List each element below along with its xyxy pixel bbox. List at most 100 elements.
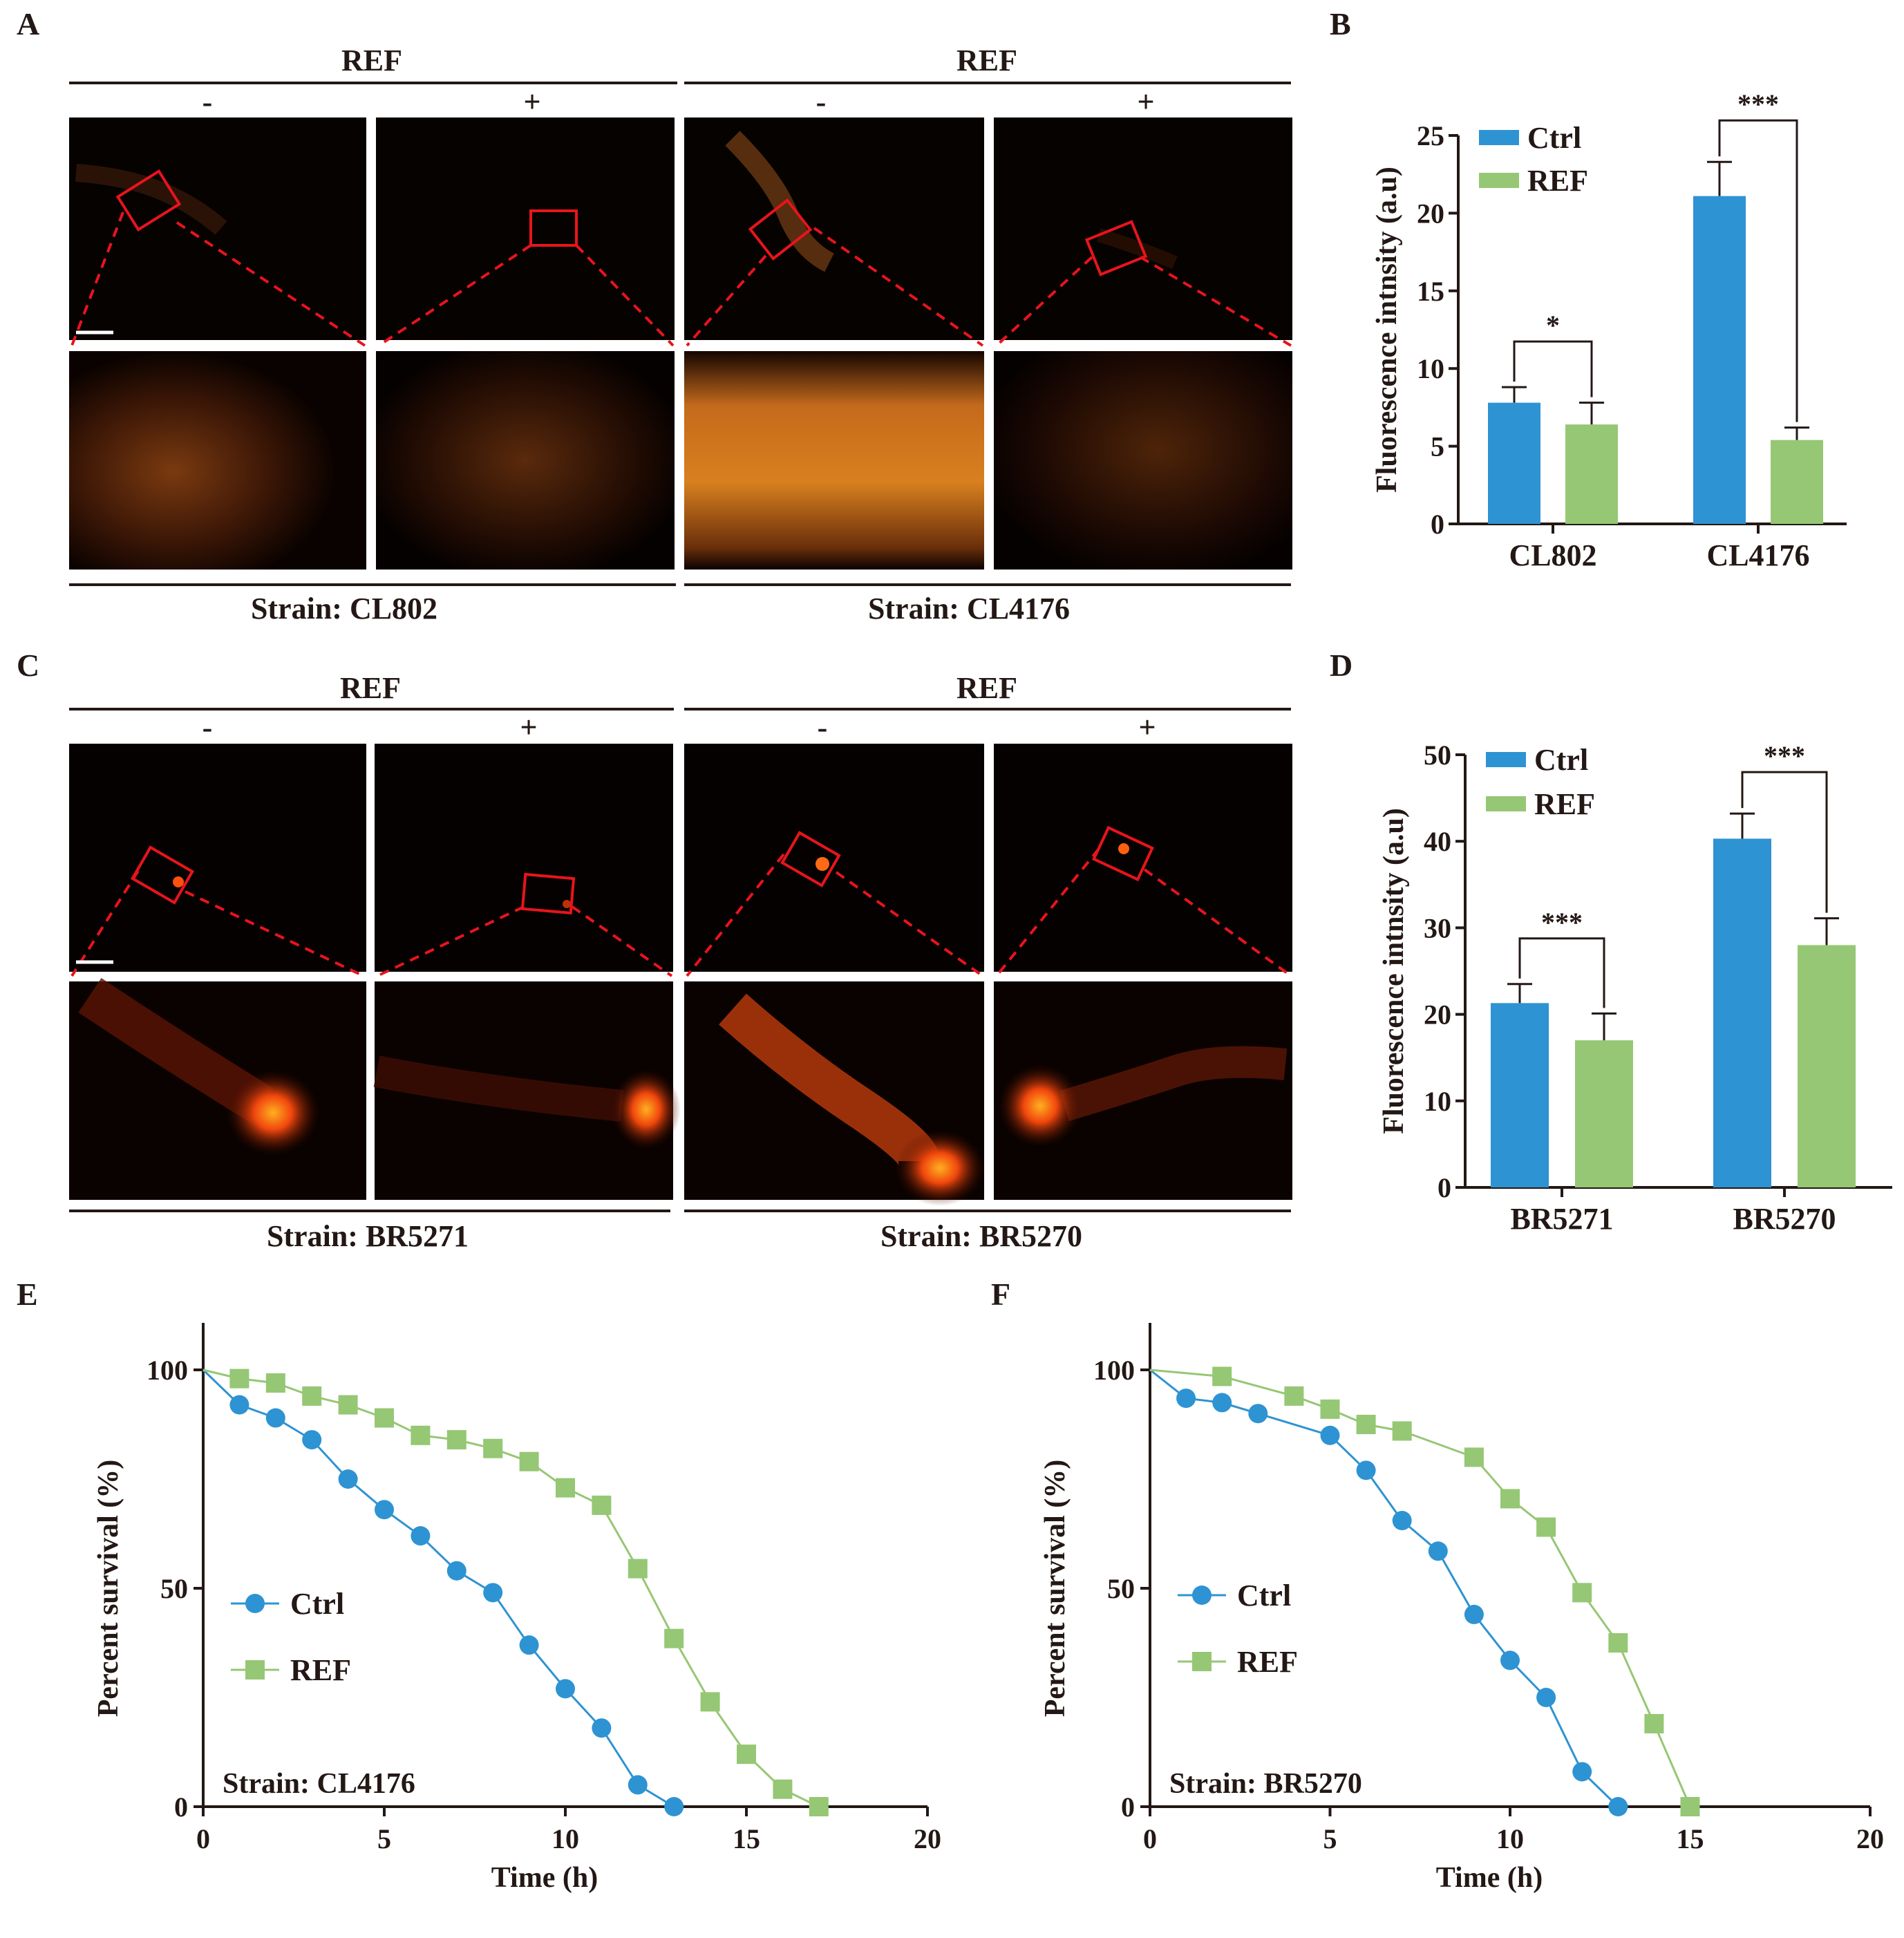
panel-a: A REF - + REF - + [17, 6, 1292, 625]
y-tick-label: 0 [1121, 1791, 1135, 1823]
y-axis-label: Fluorescence intnsity (a.u) [1378, 808, 1410, 1134]
plus-label: + [523, 85, 540, 119]
data-point-ref [338, 1395, 358, 1415]
roi-box [1084, 220, 1148, 276]
data-point-ctrl [411, 1526, 431, 1546]
y-tick-label: 50 [1107, 1573, 1135, 1604]
y-tick-label: 50 [160, 1573, 188, 1604]
data-point-ctrl [1464, 1604, 1484, 1624]
legend-swatch-ctrl [1486, 752, 1526, 767]
x-tick-label: 0 [196, 1823, 210, 1854]
x-tick-label: 10 [552, 1823, 579, 1854]
panel-c: C REF - + REF - + [17, 648, 1292, 1253]
x-tick-label: 5 [377, 1823, 391, 1854]
bar-ref [1575, 1040, 1633, 1187]
legend-label-ref: REF [1534, 787, 1595, 821]
micrograph-overview [376, 117, 675, 340]
legend-swatch-ref [1479, 173, 1519, 188]
minus-label: - [202, 85, 213, 119]
data-point-ctrl [1608, 1797, 1628, 1816]
data-point-ref [556, 1478, 575, 1498]
strain-annotation: Strain: BR5270 [1169, 1768, 1362, 1800]
worm-signal [226, 1070, 320, 1156]
data-point-ref [628, 1559, 648, 1579]
bar-ctrl [1491, 1003, 1549, 1187]
data-point-ref [1680, 1797, 1700, 1816]
panel-label-a: A [17, 6, 39, 41]
data-point-ref [592, 1495, 612, 1515]
series-line-ctrl [202, 1368, 675, 1808]
y-tick-label: 30 [1424, 912, 1451, 943]
data-point-ref [302, 1386, 322, 1406]
bar-chart-b: 0 5 10 15 20 25 Fluorescence intnsity (a.u) CL8… [1371, 88, 1847, 572]
data-point-ctrl [483, 1583, 503, 1603]
legend-label-ctrl: Ctrl [1527, 121, 1581, 155]
data-point-ref [265, 1373, 285, 1393]
group-header-cl802: REF [341, 44, 402, 77]
y-tick-label: 10 [1424, 1086, 1451, 1117]
legend-label-ctrl: Ctrl [1237, 1579, 1291, 1612]
legend-marker-ref [1192, 1652, 1212, 1671]
legend-label-ref: REF [1527, 164, 1588, 198]
data-point-ctrl [1356, 1460, 1376, 1480]
y-axis-label: Fluorescence intnsity (a.u) [1371, 167, 1403, 493]
worm-signal [1059, 1046, 1288, 1122]
x-axis-label: Time (h) [1436, 1862, 1543, 1894]
y-tick-label: 100 [1093, 1355, 1135, 1386]
fluorescence-spot [173, 876, 184, 887]
fluorescence-spot [816, 857, 829, 871]
micrograph-zoom [684, 351, 984, 570]
category-label: BR5270 [1733, 1202, 1836, 1236]
data-point-ctrl [375, 1500, 394, 1520]
worm-signal [612, 1069, 681, 1149]
data-point-ref [1356, 1415, 1376, 1434]
x-tick-label: 20 [914, 1823, 941, 1854]
group-header-cl4176: REF [956, 44, 1017, 77]
data-point-ctrl [229, 1395, 249, 1415]
data-point-ctrl [519, 1635, 539, 1655]
y-tick-label: 15 [1417, 276, 1444, 307]
x-tick-label: 15 [1677, 1823, 1704, 1854]
micrograph-overview [994, 744, 1292, 972]
panel-label-d: D [1330, 648, 1352, 683]
y-tick-label: 0 [1438, 1172, 1451, 1203]
legend-label-ctrl: Ctrl [290, 1587, 344, 1621]
data-point-ref [809, 1797, 829, 1816]
plus-label: + [1138, 711, 1156, 744]
data-point-ref [446, 1430, 466, 1450]
significance-label: *** [1737, 88, 1779, 120]
roi-box [780, 831, 841, 887]
significance-bracket [1718, 119, 1798, 422]
bar-ref [1565, 424, 1618, 524]
data-point-ref [411, 1425, 431, 1445]
panel-label-c: C [17, 648, 39, 683]
worm-signal [999, 1064, 1082, 1147]
data-point-ref [773, 1779, 793, 1799]
legend-marker-ctrl [245, 1594, 265, 1613]
significance-bracket [1518, 937, 1605, 1008]
worm-signal [75, 164, 227, 235]
data-point-ctrl [1392, 1511, 1412, 1531]
data-point-ctrl [1176, 1389, 1196, 1409]
data-point-ctrl [1536, 1688, 1556, 1707]
data-point-ctrl [1320, 1425, 1340, 1445]
roi-box [529, 209, 578, 247]
legend-label-ref: REF [290, 1653, 351, 1687]
category-label: CL4176 [1706, 538, 1809, 572]
data-point-ctrl [302, 1430, 322, 1450]
y-tick-label: 100 [147, 1355, 188, 1386]
micrograph-zoom [69, 351, 366, 570]
data-point-ref [664, 1628, 684, 1648]
group-header-br5271: REF [340, 671, 401, 705]
x-tick-label: 20 [1856, 1823, 1884, 1854]
data-point-ref [737, 1744, 756, 1765]
minus-label: - [816, 85, 827, 119]
data-point-ctrl [556, 1679, 575, 1699]
significance-label: *** [1764, 740, 1805, 771]
y-tick-label: 50 [1424, 740, 1451, 771]
y-tick-label: 0 [174, 1791, 188, 1823]
data-point-ref [1320, 1399, 1340, 1419]
roi-box [520, 872, 576, 915]
data-point-ref [1572, 1583, 1592, 1603]
